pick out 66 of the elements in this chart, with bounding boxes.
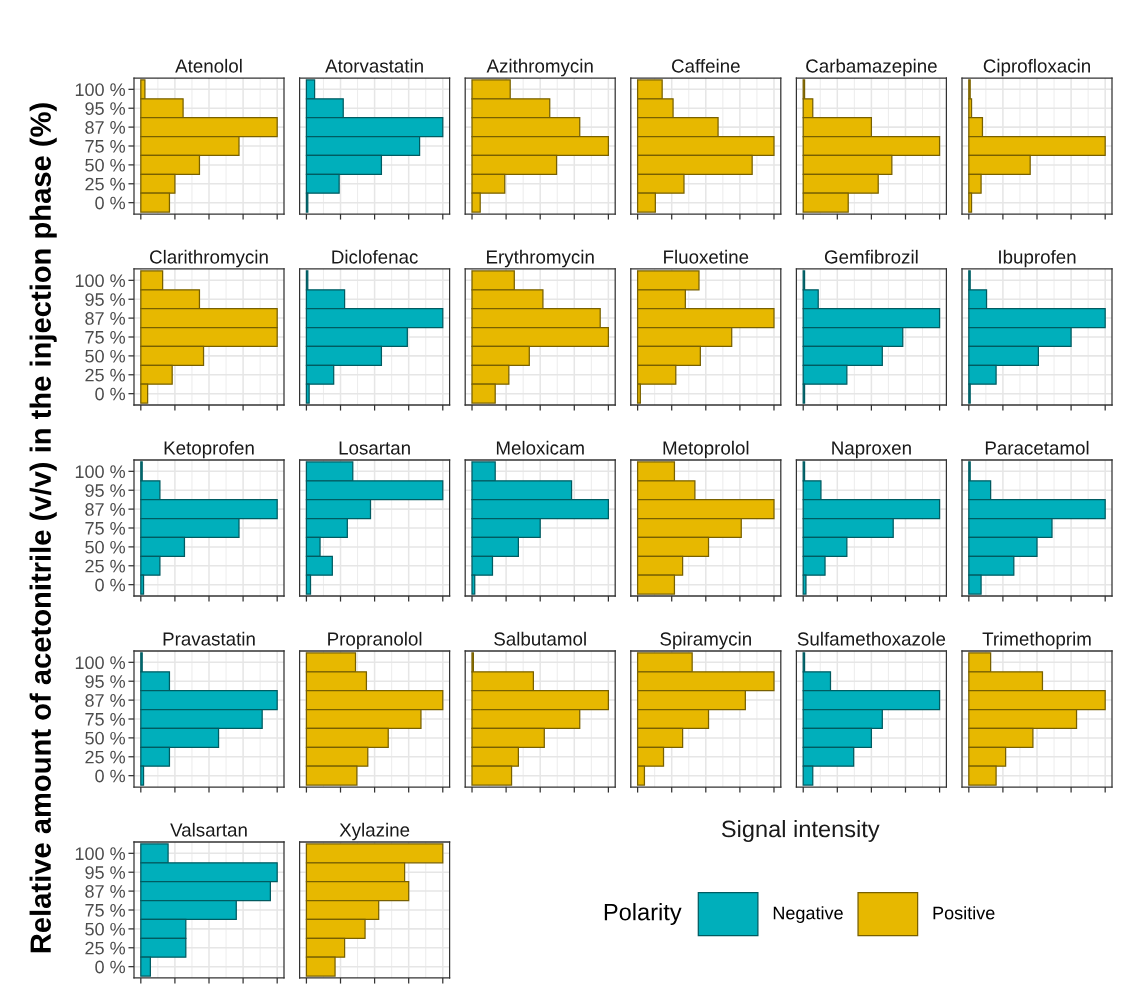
y-tick-label: 100 % <box>75 465 126 479</box>
chart-title: Gemfibrozil <box>824 249 918 264</box>
y-tick-label: 75 % <box>85 522 126 535</box>
y-tick-label: 87 % <box>85 121 126 134</box>
y-tick-label: 0 % <box>95 196 126 210</box>
legend-label: Negative <box>773 906 843 923</box>
y-tick-label: 50 % <box>85 731 126 745</box>
y-tick-label: 50 % <box>85 349 126 363</box>
y-tick-label: 0 % <box>95 769 126 783</box>
chart-title: Diclofenac <box>332 249 418 264</box>
chart-title: Meloxicam <box>496 440 584 455</box>
y-tick-label: 75 % <box>85 904 126 917</box>
y-tick-label: 50 % <box>85 540 126 554</box>
y-tick-label: 0 % <box>95 387 126 401</box>
y-tick-label: 87 % <box>85 503 126 516</box>
chart-title: Sulfamethoxazole <box>797 631 946 646</box>
y-tick-label: 25 % <box>85 177 126 191</box>
y-tick-label: 95 % <box>85 675 126 688</box>
y-tick-label: 25 % <box>85 750 126 764</box>
chart-title: Pravastatin <box>163 631 255 646</box>
chart-title: Erythromycin <box>487 249 594 268</box>
chart-title: Atenolol <box>175 58 242 73</box>
chart-title: Naproxen <box>832 441 911 459</box>
y-tick-label: 75 % <box>85 331 126 344</box>
chart-title: Carbamazepine <box>806 58 937 77</box>
y-tick-label: 100 % <box>75 83 126 97</box>
chart-title: Paracetamol <box>985 440 1089 455</box>
y-axis-title: Relative amount of acetonitrile (v/v) in the injection phase (%) <box>29 103 57 953</box>
y-tick-label: 95 % <box>85 102 126 115</box>
text: Signal intensity <box>721 819 880 842</box>
chart-title: Fluoxetine <box>664 249 749 264</box>
y-tick-label: 100 % <box>75 274 126 288</box>
y-tick-label: 25 % <box>85 368 126 382</box>
y-tick-label: 75 % <box>85 713 126 726</box>
chart-title: Clarithromycin <box>150 249 268 268</box>
chart-title: Xylazine <box>339 822 410 841</box>
chart-title: Caffeine <box>672 58 740 73</box>
legend-title: Polarity <box>604 903 682 926</box>
chart-title: Ibuprofen <box>999 249 1076 268</box>
y-tick-label: 95 % <box>85 484 126 497</box>
chart-title: Ciprofloxacin <box>983 58 1090 77</box>
y-tick-label: 50 % <box>85 922 126 936</box>
y-tick-label: 25 % <box>85 941 126 955</box>
chart-title: Spiramycin <box>660 631 751 650</box>
chart-title: Salbutamol <box>494 631 586 646</box>
chart-title: Trimethoprim <box>982 631 1091 650</box>
y-tick-label: 0 % <box>95 578 126 592</box>
chart-title: Atorvastatin <box>325 58 423 73</box>
chart-title: Azithromycin <box>486 58 593 77</box>
y-tick-label: 95 % <box>85 293 126 306</box>
chart-title: Valsartan <box>170 822 247 837</box>
chart-title: Propranolol <box>328 631 422 650</box>
y-tick-label: 0 % <box>95 960 126 974</box>
chart-title: Losartan <box>339 441 410 455</box>
y-tick-label: 25 % <box>85 559 126 573</box>
chart-title: Metoprolol <box>663 440 749 459</box>
y-tick-label: 100 % <box>75 847 126 861</box>
y-tick-label: 95 % <box>85 866 126 879</box>
y-tick-label: 75 % <box>85 140 126 153</box>
y-tick-label: 87 % <box>85 312 126 325</box>
legend-label: Positive <box>933 906 995 920</box>
y-tick-label: 50 % <box>85 158 126 172</box>
chart-title: Ketoprofen <box>164 440 254 459</box>
y-tick-label: 100 % <box>75 656 126 670</box>
y-tick-label: 87 % <box>85 885 126 898</box>
y-tick-label: 87 % <box>85 694 126 707</box>
